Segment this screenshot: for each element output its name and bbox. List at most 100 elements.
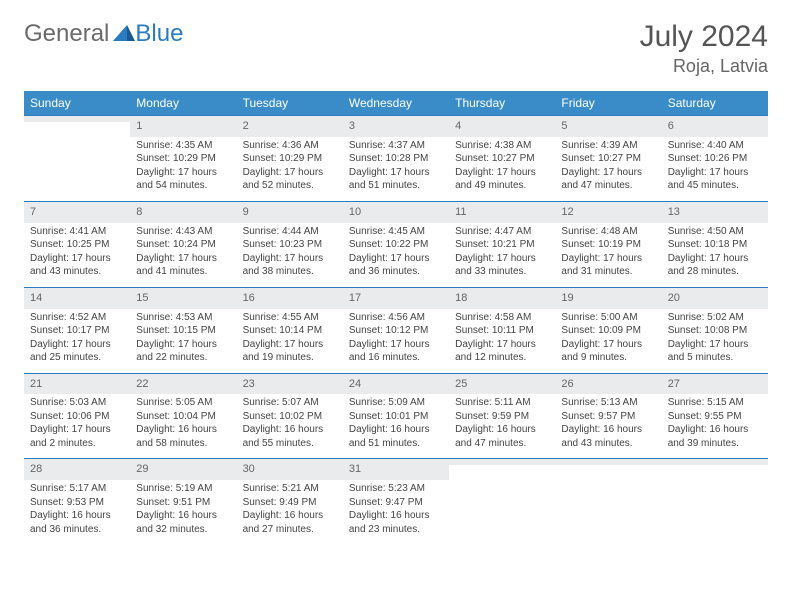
- sunrise-text: Sunrise: 4:48 AM: [561, 225, 655, 239]
- calendar-cell: 23Sunrise: 5:07 AMSunset: 10:02 PMDaylig…: [237, 373, 343, 459]
- day-body: Sunrise: 4:35 AMSunset: 10:29 PMDaylight…: [130, 137, 236, 201]
- daylight-text: Daylight: 16 hours and 55 minutes.: [243, 423, 337, 450]
- day-number: 22: [130, 374, 236, 395]
- sunrise-text: Sunrise: 5:00 AM: [561, 311, 655, 325]
- daylight-text: Daylight: 17 hours and 5 minutes.: [668, 338, 762, 365]
- calendar-cell: 2Sunrise: 4:36 AMSunset: 10:29 PMDayligh…: [237, 116, 343, 202]
- sunset-text: Sunset: 10:22 PM: [349, 238, 443, 252]
- daylight-text: Daylight: 16 hours and 27 minutes.: [243, 509, 337, 536]
- day-body: Sunrise: 5:11 AMSunset: 9:59 PMDaylight:…: [449, 394, 555, 458]
- calendar-row: 28Sunrise: 5:17 AMSunset: 9:53 PMDayligh…: [24, 459, 768, 544]
- sunset-text: Sunset: 9:57 PM: [561, 410, 655, 424]
- day-body: [24, 122, 130, 182]
- day-body: Sunrise: 5:00 AMSunset: 10:09 PMDaylight…: [555, 309, 661, 373]
- calendar-cell: 24Sunrise: 5:09 AMSunset: 10:01 PMDaylig…: [343, 373, 449, 459]
- weekday-header: Saturday: [662, 91, 768, 116]
- day-number: 14: [24, 288, 130, 309]
- sunrise-text: Sunrise: 5:21 AM: [243, 482, 337, 496]
- daylight-text: Daylight: 17 hours and 22 minutes.: [136, 338, 230, 365]
- weekday-header-row: Sunday Monday Tuesday Wednesday Thursday…: [24, 91, 768, 116]
- calendar-cell: 12Sunrise: 4:48 AMSunset: 10:19 PMDaylig…: [555, 201, 661, 287]
- sunset-text: Sunset: 10:24 PM: [136, 238, 230, 252]
- sunrise-text: Sunrise: 4:39 AM: [561, 139, 655, 153]
- calendar-cell: 20Sunrise: 5:02 AMSunset: 10:08 PMDaylig…: [662, 287, 768, 373]
- sunset-text: Sunset: 9:47 PM: [349, 496, 443, 510]
- daylight-text: Daylight: 17 hours and 33 minutes.: [455, 252, 549, 279]
- calendar-cell: 26Sunrise: 5:13 AMSunset: 9:57 PMDayligh…: [555, 373, 661, 459]
- day-number: 6: [662, 116, 768, 137]
- daylight-text: Daylight: 16 hours and 39 minutes.: [668, 423, 762, 450]
- daylight-text: Daylight: 17 hours and 2 minutes.: [30, 423, 124, 450]
- weekday-header: Wednesday: [343, 91, 449, 116]
- calendar-cell: 17Sunrise: 4:56 AMSunset: 10:12 PMDaylig…: [343, 287, 449, 373]
- day-number: 10: [343, 202, 449, 223]
- calendar-cell: 15Sunrise: 4:53 AMSunset: 10:15 PMDaylig…: [130, 287, 236, 373]
- day-number: 13: [662, 202, 768, 223]
- sunrise-text: Sunrise: 4:41 AM: [30, 225, 124, 239]
- sunrise-text: Sunrise: 4:36 AM: [243, 139, 337, 153]
- logo: General Blue: [24, 20, 183, 48]
- day-number: 29: [130, 459, 236, 480]
- calendar-cell: 14Sunrise: 4:52 AMSunset: 10:17 PMDaylig…: [24, 287, 130, 373]
- sunrise-text: Sunrise: 4:43 AM: [136, 225, 230, 239]
- day-body: Sunrise: 4:55 AMSunset: 10:14 PMDaylight…: [237, 309, 343, 373]
- sunrise-text: Sunrise: 5:02 AM: [668, 311, 762, 325]
- day-number: 18: [449, 288, 555, 309]
- day-body: Sunrise: 4:52 AMSunset: 10:17 PMDaylight…: [24, 309, 130, 373]
- calendar-cell: 21Sunrise: 5:03 AMSunset: 10:06 PMDaylig…: [24, 373, 130, 459]
- daylight-text: Daylight: 17 hours and 47 minutes.: [561, 166, 655, 193]
- sunrise-text: Sunrise: 4:38 AM: [455, 139, 549, 153]
- day-body: Sunrise: 4:44 AMSunset: 10:23 PMDaylight…: [237, 223, 343, 287]
- sunset-text: Sunset: 10:27 PM: [455, 152, 549, 166]
- day-number: 17: [343, 288, 449, 309]
- sunset-text: Sunset: 10:19 PM: [561, 238, 655, 252]
- location-label: Roja, Latvia: [640, 56, 768, 77]
- calendar-cell: [662, 459, 768, 544]
- title-block: July 2024 Roja, Latvia: [640, 20, 768, 77]
- calendar-cell: 27Sunrise: 5:15 AMSunset: 9:55 PMDayligh…: [662, 373, 768, 459]
- weekday-header: Thursday: [449, 91, 555, 116]
- sunset-text: Sunset: 10:11 PM: [455, 324, 549, 338]
- calendar-row: 14Sunrise: 4:52 AMSunset: 10:17 PMDaylig…: [24, 287, 768, 373]
- calendar-cell: 9Sunrise: 4:44 AMSunset: 10:23 PMDayligh…: [237, 201, 343, 287]
- day-body: Sunrise: 4:53 AMSunset: 10:15 PMDaylight…: [130, 309, 236, 373]
- sunrise-text: Sunrise: 5:11 AM: [455, 396, 549, 410]
- calendar-cell: 3Sunrise: 4:37 AMSunset: 10:28 PMDayligh…: [343, 116, 449, 202]
- sunset-text: Sunset: 10:21 PM: [455, 238, 549, 252]
- calendar-body: 1Sunrise: 4:35 AMSunset: 10:29 PMDayligh…: [24, 116, 768, 545]
- day-number: 2: [237, 116, 343, 137]
- sunset-text: Sunset: 10:26 PM: [668, 152, 762, 166]
- sunrise-text: Sunrise: 4:53 AM: [136, 311, 230, 325]
- sunset-text: Sunset: 10:18 PM: [668, 238, 762, 252]
- calendar-cell: 10Sunrise: 4:45 AMSunset: 10:22 PMDaylig…: [343, 201, 449, 287]
- sunset-text: Sunset: 10:23 PM: [243, 238, 337, 252]
- daylight-text: Daylight: 16 hours and 36 minutes.: [30, 509, 124, 536]
- day-body: Sunrise: 4:38 AMSunset: 10:27 PMDaylight…: [449, 137, 555, 201]
- day-body: Sunrise: 5:09 AMSunset: 10:01 PMDaylight…: [343, 394, 449, 458]
- day-body: Sunrise: 4:45 AMSunset: 10:22 PMDaylight…: [343, 223, 449, 287]
- day-body: Sunrise: 4:37 AMSunset: 10:28 PMDaylight…: [343, 137, 449, 201]
- calendar-cell: 28Sunrise: 5:17 AMSunset: 9:53 PMDayligh…: [24, 459, 130, 544]
- day-number: 26: [555, 374, 661, 395]
- sunset-text: Sunset: 10:01 PM: [349, 410, 443, 424]
- daylight-text: Daylight: 17 hours and 36 minutes.: [349, 252, 443, 279]
- sunrise-text: Sunrise: 5:19 AM: [136, 482, 230, 496]
- weekday-header: Sunday: [24, 91, 130, 116]
- sunset-text: Sunset: 10:09 PM: [561, 324, 655, 338]
- logo-triangle-icon: [113, 20, 135, 48]
- day-number: 1: [130, 116, 236, 137]
- day-body: Sunrise: 5:05 AMSunset: 10:04 PMDaylight…: [130, 394, 236, 458]
- calendar-cell: 4Sunrise: 4:38 AMSunset: 10:27 PMDayligh…: [449, 116, 555, 202]
- day-number: 5: [555, 116, 661, 137]
- sunset-text: Sunset: 10:15 PM: [136, 324, 230, 338]
- day-number: 3: [343, 116, 449, 137]
- day-body: Sunrise: 4:48 AMSunset: 10:19 PMDaylight…: [555, 223, 661, 287]
- month-title: July 2024: [640, 20, 768, 54]
- sunset-text: Sunset: 9:51 PM: [136, 496, 230, 510]
- day-body: Sunrise: 4:50 AMSunset: 10:18 PMDaylight…: [662, 223, 768, 287]
- daylight-text: Daylight: 16 hours and 58 minutes.: [136, 423, 230, 450]
- day-body: Sunrise: 4:43 AMSunset: 10:24 PMDaylight…: [130, 223, 236, 287]
- calendar-cell: 31Sunrise: 5:23 AMSunset: 9:47 PMDayligh…: [343, 459, 449, 544]
- weekday-header: Tuesday: [237, 91, 343, 116]
- day-number: 21: [24, 374, 130, 395]
